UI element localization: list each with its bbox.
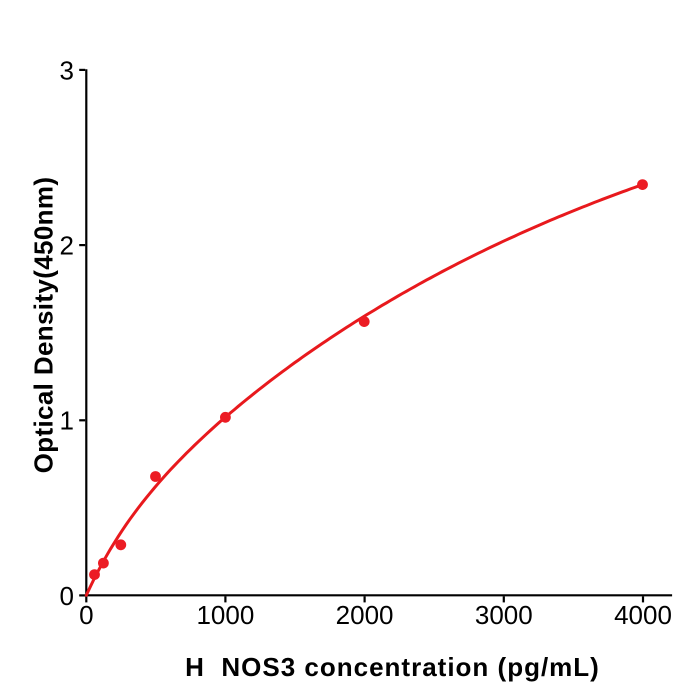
svg-text:1: 1	[60, 406, 74, 436]
svg-text:2: 2	[60, 231, 74, 261]
svg-text:Optical Density(450nm): Optical Density(450nm)	[29, 177, 59, 474]
svg-text:2000: 2000	[336, 600, 394, 630]
svg-text:4000: 4000	[614, 600, 672, 630]
svg-text:1000: 1000	[196, 600, 254, 630]
svg-text:0: 0	[60, 581, 74, 611]
svg-text:H NOS3 concentration (pg/mL): H NOS3 concentration (pg/mL)	[185, 652, 600, 682]
svg-text:3: 3	[60, 55, 74, 85]
svg-text:0: 0	[79, 600, 93, 630]
svg-text:3000: 3000	[475, 600, 533, 630]
